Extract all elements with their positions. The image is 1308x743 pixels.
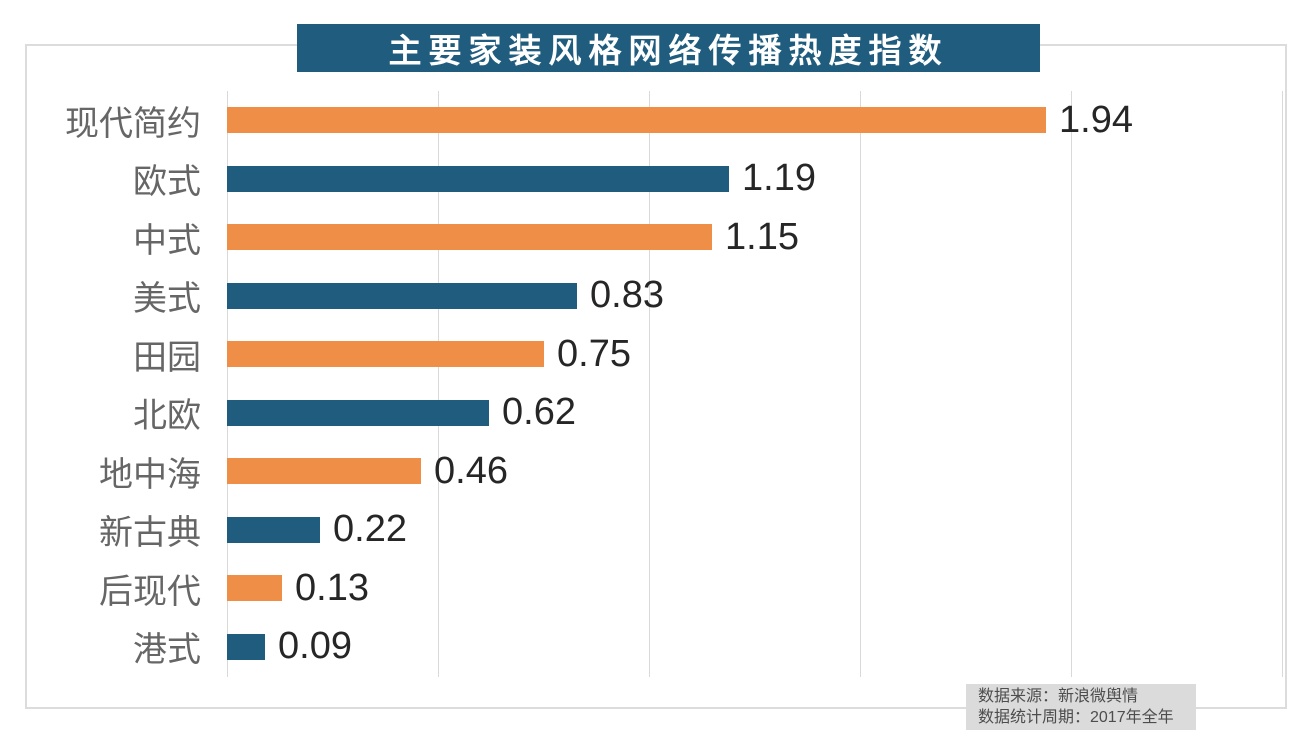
chart-title: 主要家装风格网络传播热度指数 <box>297 24 1040 72</box>
bar-rows: 现代简约 1.94 欧式 1.19 中式 1.15 美式 0.83 田园 0.75 北欧 0.62 地中… <box>27 91 1285 676</box>
gridline <box>1071 91 1072 677</box>
bar-row: 美式 0.83 <box>27 267 1285 326</box>
value-label: 0.22 <box>333 508 407 551</box>
category-label: 港式 <box>133 631 201 670</box>
bar-row: 北欧 0.62 <box>27 384 1285 443</box>
source-line: 数据来源：新浪微舆情 <box>978 688 1139 705</box>
value-label: 0.09 <box>278 625 352 668</box>
category-label: 后现代 <box>99 572 201 611</box>
gridline <box>1282 91 1283 677</box>
value-label: 0.46 <box>434 449 508 492</box>
bar <box>227 633 265 660</box>
bar-row: 后现代 0.13 <box>27 559 1285 618</box>
gridlines <box>227 91 1285 677</box>
gridline <box>649 91 650 677</box>
bar <box>227 516 320 543</box>
category-label: 美式 <box>133 280 201 319</box>
period-line: 数据统计周期：2017年全年 <box>978 709 1174 726</box>
value-label: 1.94 <box>1059 98 1133 141</box>
bar-row: 港式 0.09 <box>27 618 1285 677</box>
gridline <box>860 91 861 677</box>
value-label: 0.62 <box>502 391 576 434</box>
bar <box>227 224 712 251</box>
value-label: 0.13 <box>295 566 369 609</box>
bar <box>227 107 1046 134</box>
category-label: 北欧 <box>133 397 201 436</box>
category-label: 欧式 <box>133 163 201 202</box>
category-label: 地中海 <box>99 455 201 494</box>
bar <box>227 165 729 192</box>
gridline <box>438 91 439 677</box>
value-label: 0.75 <box>557 332 631 375</box>
value-label: 1.19 <box>742 157 816 200</box>
gridline <box>227 91 228 677</box>
value-label: 1.15 <box>725 215 799 258</box>
bar <box>227 458 421 485</box>
bar <box>227 341 544 368</box>
source-box: 数据来源：新浪微舆情 数据统计周期：2017年全年 <box>966 684 1196 730</box>
bar <box>227 575 282 602</box>
bar-row: 中式 1.15 <box>27 208 1285 267</box>
bar <box>227 282 577 309</box>
category-label: 新古典 <box>99 514 201 553</box>
category-label: 中式 <box>133 221 201 260</box>
bar <box>227 399 489 426</box>
bar-row: 田园 0.75 <box>27 325 1285 384</box>
category-label: 田园 <box>133 338 201 377</box>
bar-row: 欧式 1.19 <box>27 150 1285 209</box>
category-label: 现代简约 <box>65 104 201 143</box>
bar-row: 新古典 0.22 <box>27 501 1285 560</box>
bar-row: 现代简约 1.94 <box>27 91 1285 150</box>
value-label: 0.83 <box>590 274 664 317</box>
bar-row: 地中海 0.46 <box>27 442 1285 501</box>
